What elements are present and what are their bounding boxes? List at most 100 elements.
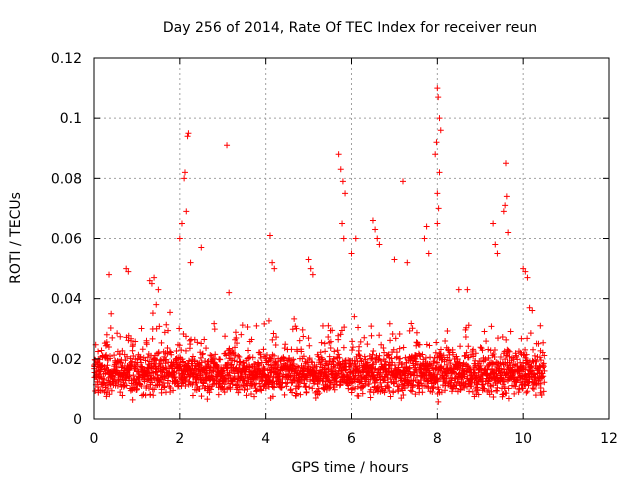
data-point xyxy=(439,372,446,379)
data-point xyxy=(201,336,208,343)
data-point xyxy=(189,381,196,388)
data-point xyxy=(159,376,166,383)
data-point xyxy=(415,350,422,357)
data-point xyxy=(335,336,342,343)
data-point xyxy=(321,340,328,347)
data-point xyxy=(532,374,539,381)
data-point xyxy=(239,322,246,329)
data-point xyxy=(416,341,423,348)
data-point xyxy=(298,348,305,355)
data-point xyxy=(395,386,402,393)
data-point xyxy=(309,271,316,278)
data-point xyxy=(245,347,252,354)
data-point xyxy=(151,274,158,281)
data-point xyxy=(436,115,443,122)
data-point xyxy=(299,368,306,375)
data-point xyxy=(269,393,276,400)
data-point xyxy=(376,241,383,248)
x-axis-label: GPS time / hours xyxy=(291,460,408,476)
data-point xyxy=(220,386,227,393)
data-point xyxy=(269,383,276,390)
data-point xyxy=(146,277,153,284)
data-point xyxy=(184,133,191,140)
data-point xyxy=(198,340,205,347)
data-point xyxy=(401,385,408,392)
data-point xyxy=(300,353,307,360)
data-point xyxy=(306,384,313,391)
data-point xyxy=(533,358,540,365)
data-point xyxy=(238,331,245,338)
data-point xyxy=(339,178,346,185)
data-point xyxy=(129,341,136,348)
data-point xyxy=(103,331,110,338)
data-point xyxy=(490,350,497,357)
data-point xyxy=(208,386,215,393)
data-point xyxy=(437,127,444,134)
data-point xyxy=(505,385,512,392)
data-point xyxy=(538,391,545,398)
data-point xyxy=(189,392,196,399)
data-point xyxy=(531,371,538,378)
data-point xyxy=(355,393,362,400)
data-point xyxy=(106,271,113,278)
data-point xyxy=(215,391,222,398)
data-point xyxy=(211,320,218,327)
data-point xyxy=(180,358,187,365)
data-point xyxy=(541,379,548,386)
data-point xyxy=(226,289,233,296)
data-point xyxy=(384,383,391,390)
data-point xyxy=(503,160,509,167)
data-point xyxy=(435,94,442,101)
data-point xyxy=(501,378,508,385)
data-point xyxy=(330,384,337,391)
data-point xyxy=(364,341,371,348)
data-point xyxy=(244,386,251,393)
data-point xyxy=(437,351,444,358)
data-point xyxy=(503,371,510,378)
data-point xyxy=(465,343,472,350)
data-point xyxy=(364,359,371,366)
data-point xyxy=(389,359,396,366)
data-point xyxy=(400,178,406,185)
data-point xyxy=(101,376,108,383)
data-point xyxy=(536,354,543,361)
data-point xyxy=(526,304,533,311)
data-point xyxy=(396,331,403,338)
data-point xyxy=(103,351,110,358)
data-point xyxy=(376,352,383,359)
data-point xyxy=(129,396,136,403)
data-point xyxy=(232,351,239,358)
data-point xyxy=(240,377,247,384)
data-point xyxy=(114,357,121,364)
data-point xyxy=(373,377,380,384)
data-point xyxy=(523,351,530,358)
data-point xyxy=(342,190,349,197)
data-point xyxy=(197,354,204,361)
data-point xyxy=(224,142,231,149)
data-point xyxy=(354,383,361,390)
y-axis-label: ROTI / TECUs xyxy=(8,192,24,284)
y-tick-label: 0.12 xyxy=(51,51,82,67)
data-point xyxy=(398,395,405,402)
data-point xyxy=(305,335,312,342)
data-point xyxy=(178,220,185,227)
data-point xyxy=(303,383,310,390)
data-point xyxy=(142,357,149,364)
data-point xyxy=(118,364,125,371)
data-point xyxy=(417,365,424,372)
data-point xyxy=(170,387,177,394)
data-point xyxy=(540,363,547,370)
data-point xyxy=(361,353,368,360)
data-point xyxy=(413,329,420,336)
data-point xyxy=(356,352,363,359)
data-point xyxy=(426,360,433,367)
data-point xyxy=(108,387,115,394)
data-point xyxy=(416,385,423,392)
data-point xyxy=(198,359,205,366)
data-point xyxy=(352,235,359,242)
data-point xyxy=(281,345,288,352)
data-point xyxy=(283,383,290,390)
data-point xyxy=(92,387,99,394)
data-point xyxy=(492,241,499,248)
data-point xyxy=(435,205,442,212)
